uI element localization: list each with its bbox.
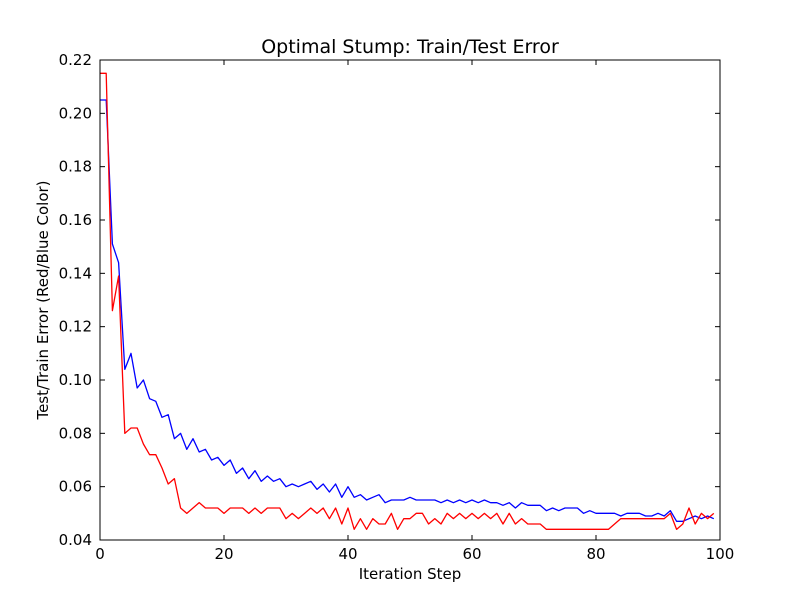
series-line-0 — [100, 99, 715, 522]
y-tick-label: 0.22 — [59, 51, 92, 69]
series-line-1 — [100, 72, 715, 530]
y-tick-label: 0.10 — [59, 371, 92, 389]
y-tick-label: 0.18 — [59, 158, 92, 176]
y-axis-label: Test/Train Error (Red/Blue Color) — [34, 180, 52, 420]
x-tick-label: 40 — [338, 545, 357, 563]
y-tick-label: 0.20 — [59, 104, 92, 122]
y-tick-label: 0.08 — [59, 424, 92, 442]
x-tick-label: 0 — [95, 545, 105, 563]
series-layer — [100, 72, 715, 530]
x-tick-label: 100 — [706, 545, 735, 563]
tick-layer: 0 20 40 60 80 100 0.04 0.06 0.08 0.10 0.12 0.14 0.16… — [59, 51, 735, 563]
y-tick-label: 0.04 — [59, 531, 92, 549]
x-tick-label: 20 — [214, 545, 233, 563]
plot-area — [100, 60, 720, 540]
x-axis-label: Iteration Step — [359, 565, 462, 583]
y-tick-label: 0.14 — [59, 264, 92, 282]
y-tick-label: 0.06 — [59, 478, 92, 496]
y-tick-label: 0.16 — [59, 211, 92, 229]
chart-title: Optimal Stump: Train/Test Error — [261, 36, 559, 58]
plot-frame — [99, 59, 721, 541]
x-tick-label: 80 — [586, 545, 605, 563]
y-tick-label: 0.12 — [59, 318, 92, 336]
x-tick-label: 60 — [462, 545, 481, 563]
